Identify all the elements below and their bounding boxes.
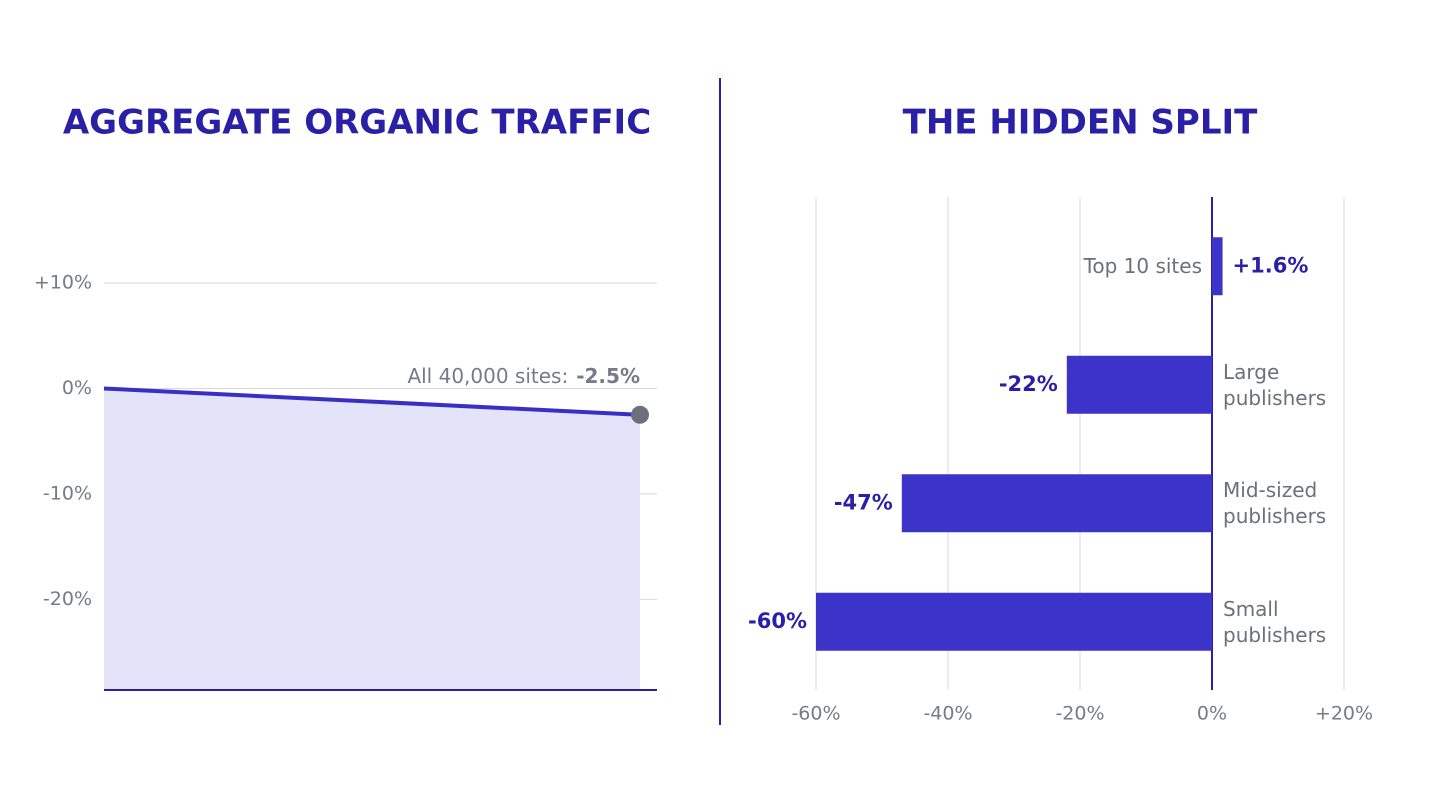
annotation: All 40,000 sites: -2.5%: [407, 363, 640, 387]
x-tick-label: -40%: [923, 703, 972, 725]
category-label-box: Small publishers: [1223, 582, 1403, 662]
x-tick-label: -20%: [1055, 703, 1104, 725]
bar: [816, 592, 1212, 651]
marker: [631, 405, 649, 424]
annotation-text: All 40,000 sites:: [407, 363, 568, 387]
category-label-box: Top 10 sites: [1022, 226, 1202, 306]
category-label: Small publishers: [1223, 596, 1327, 647]
x-tick-label: +20%: [1315, 703, 1373, 725]
chart-title: AGGREGATE ORGANIC TRAFFIC: [63, 103, 651, 143]
category-label: Mid-sized publishers: [1223, 478, 1327, 529]
bar: [1066, 355, 1212, 414]
value-label: -60%: [748, 609, 807, 633]
category-label-box: Mid-sized publishers: [1223, 463, 1403, 543]
y-tick-label: 0%: [62, 377, 92, 399]
category-label: Large publishers: [1223, 345, 1403, 425]
value-label: -22%: [999, 372, 1058, 396]
chart-title: THE HIDDEN SPLIT: [903, 103, 1259, 143]
category-label: Large publishers: [1223, 359, 1327, 410]
x-tick-label: -60%: [791, 703, 840, 725]
category-label: Mid-sized publishers: [1223, 463, 1403, 543]
x-tick-label: 0%: [1197, 703, 1227, 725]
category-label: Small publishers: [1223, 582, 1403, 662]
bar: [1212, 237, 1223, 296]
value-label: -47%: [834, 490, 893, 514]
value-label: -2.5%: [576, 363, 640, 387]
bar: [901, 474, 1212, 533]
line: [103, 386, 641, 417]
y-tick-label: +10%: [34, 272, 92, 294]
value-label: +1.6%: [1233, 253, 1309, 277]
y-tick-label: -20%: [43, 588, 92, 610]
y-tick-label: -10%: [43, 482, 92, 504]
category-label: Top 10 sites: [1022, 226, 1202, 306]
category-label-box: Large publishers: [1223, 345, 1403, 425]
category-label: Top 10 sites: [1083, 254, 1202, 279]
area: [104, 388, 640, 690]
